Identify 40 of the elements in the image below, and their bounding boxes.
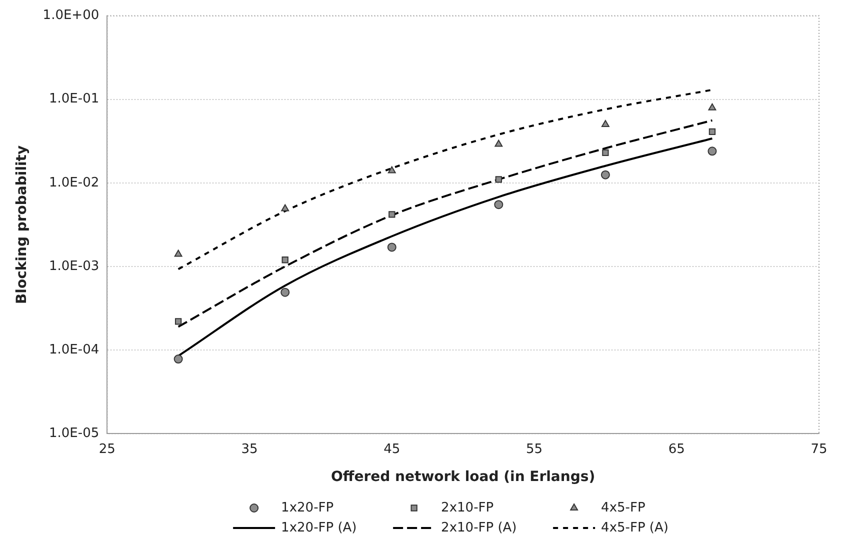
legend-label: 1x20-FP	[281, 500, 334, 516]
point	[282, 256, 288, 264]
y-tick-label: 1.0E-05	[49, 426, 100, 441]
y-axis-title: Blocking probability	[14, 145, 30, 304]
point	[174, 354, 183, 364]
y-tick-label: 1.0E-04	[49, 342, 100, 358]
line-series	[177, 119, 714, 328]
point	[600, 170, 610, 180]
point	[174, 250, 182, 257]
point	[494, 140, 503, 147]
y-tick-label: 1.0E-02	[49, 175, 100, 190]
point	[174, 318, 182, 325]
point	[494, 200, 504, 210]
x-axis-title: Offered network load (in Erlangs)	[331, 469, 596, 486]
point	[388, 166, 396, 174]
x-tick-label: 25	[98, 442, 116, 457]
point	[602, 149, 609, 156]
legend-label: 2x10-FP	[441, 500, 494, 516]
y-tick-label: 1.0E+00	[42, 8, 100, 24]
point	[280, 288, 290, 297]
legend-label: 4x5-FP (A)	[601, 520, 668, 536]
point	[495, 176, 502, 183]
x-tick-label: 55	[526, 442, 543, 457]
x-tick-label: 45	[384, 442, 400, 457]
point	[708, 146, 717, 156]
line-series	[177, 88, 714, 270]
legend-label: 1x20-FP (A)	[281, 520, 357, 536]
point	[708, 128, 716, 136]
legend-label: 4x5-FP	[601, 500, 646, 516]
point	[388, 211, 396, 218]
legend-label: 2x10-FP (A)	[441, 520, 517, 536]
point	[708, 103, 716, 110]
x-tick-label: 35	[241, 442, 258, 457]
point	[281, 204, 290, 212]
point	[387, 242, 396, 252]
point	[601, 120, 610, 128]
x-tick-label: 75	[810, 442, 828, 457]
y-tick-label: 1.0E-03	[49, 258, 100, 274]
x-tick-label: 65	[668, 442, 685, 457]
y-tick-label: 1.0E-01	[49, 92, 100, 107]
